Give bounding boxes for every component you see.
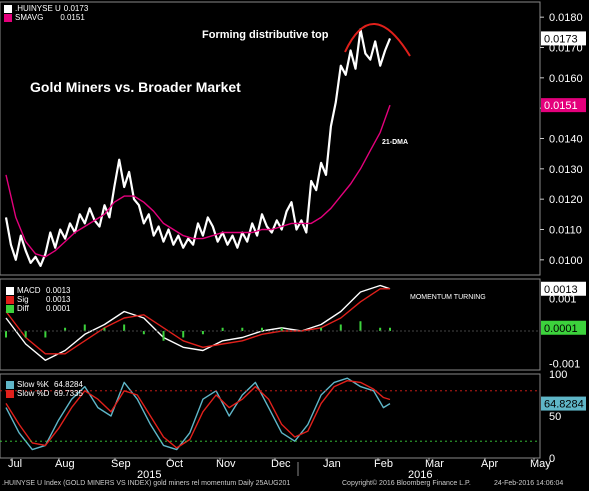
x-tick-label-month: Jan bbox=[323, 458, 341, 470]
series-line-smavg bbox=[5, 104, 391, 258]
price-legend: .HUINYSE U 0.0173 SMAVG 0.0151 bbox=[4, 4, 88, 22]
last-value-smavg: 0.0151 bbox=[544, 100, 578, 112]
axes bbox=[0, 16, 544, 476]
panel-frame-stoch bbox=[0, 373, 541, 459]
chart-title: Gold Miners vs. Broader Market bbox=[30, 79, 241, 95]
last-value-diff: 0.0001 bbox=[544, 323, 578, 335]
legend-value: 69.7335 bbox=[54, 389, 83, 398]
y-tick-label: 0.0160 bbox=[549, 73, 583, 85]
legend-swatch bbox=[6, 380, 14, 389]
series-line-sig bbox=[5, 288, 390, 355]
legend-item-huinyse: .HUINYSE U 0.0173 bbox=[4, 4, 88, 13]
series-line-slow-k bbox=[5, 377, 391, 451]
legend-value: 0.0151 bbox=[60, 13, 85, 22]
y-tick-label: 100 bbox=[549, 369, 567, 381]
stochastic-panel bbox=[5, 377, 391, 451]
last-value-huinyse-bg bbox=[541, 31, 586, 46]
legend-value: 0.0173 bbox=[63, 4, 89, 13]
x-tick-label-year: 2016 bbox=[408, 469, 432, 481]
legend-item-sig: Sig 0.0013 bbox=[6, 295, 70, 304]
panel-frame-macd bbox=[0, 278, 541, 371]
y-tick-label: 0.0120 bbox=[549, 194, 583, 206]
legend-item-smavg: SMAVG 0.0151 bbox=[4, 13, 88, 22]
x-tick-label-month: Apr bbox=[481, 458, 498, 470]
legend-label: Slow %D bbox=[17, 389, 50, 398]
legend-label: .HUINYSE U bbox=[15, 4, 61, 13]
legend-label: Diff bbox=[17, 304, 29, 313]
legend-swatch bbox=[6, 295, 14, 304]
y-tick-label: 50 bbox=[549, 411, 561, 423]
x-tick-label-month: Dec bbox=[271, 458, 291, 470]
legend-swatch bbox=[4, 13, 12, 22]
series-line--huinyse-u bbox=[4, 28, 392, 267]
legend-item-macd: MACD 0.0013 bbox=[6, 286, 70, 295]
chart-labels: 0.01000.01100.01200.01300.01400.01500.01… bbox=[8, 12, 586, 481]
x-tick-label-month: Aug bbox=[55, 458, 75, 470]
legend-swatch bbox=[6, 389, 14, 398]
macd-legend: MACD 0.0013 Sig 0.0013 Diff 0.0001 bbox=[6, 286, 70, 313]
legend-label: SMAVG bbox=[15, 13, 44, 22]
annotation-distributive-top: Forming distributive top bbox=[202, 29, 329, 41]
last-value-diff-bg bbox=[541, 320, 586, 335]
legend-value: 0.0013 bbox=[46, 295, 71, 304]
x-tick-label-month: Oct bbox=[166, 458, 183, 470]
series-line-slow-d bbox=[5, 380, 391, 449]
y-tick-label: 0.0140 bbox=[549, 134, 583, 146]
panel-frame-price bbox=[0, 1, 541, 276]
footer-security: .HUINYSE U Index (GOLD MINERS VS INDEX) … bbox=[2, 480, 291, 487]
y-tick-label: 0.0110 bbox=[549, 225, 582, 237]
legend-value: 0.0013 bbox=[46, 286, 71, 295]
macd-panel bbox=[5, 284, 391, 361]
x-tick-label-year: 2015 bbox=[137, 469, 161, 481]
legend-value: 64.8284 bbox=[54, 380, 83, 389]
footer: .HUINYSE U Index (GOLD MINERS VS INDEX) … bbox=[0, 480, 589, 491]
x-tick-label-month: Feb bbox=[374, 458, 393, 470]
price-panel bbox=[4, 28, 392, 267]
legend-item-diff: Diff 0.0001 bbox=[6, 304, 70, 313]
legend-item-slow-d: Slow %D 69.7335 bbox=[6, 389, 83, 398]
x-tick-label-month: Sep bbox=[111, 458, 131, 470]
series-line-macd bbox=[5, 284, 391, 361]
last-value-macd: 0.0013 bbox=[544, 284, 578, 296]
y-tick-label: 0.0180 bbox=[549, 12, 583, 24]
last-value-macd-bg bbox=[541, 281, 586, 296]
legend-label: Slow %K bbox=[17, 380, 50, 389]
legend-swatch bbox=[6, 286, 14, 295]
annotation-momentum-turning: MOMENTUM TURNING bbox=[410, 294, 486, 301]
legend-swatch bbox=[4, 4, 12, 13]
last-value-slow-k: 64.8284 bbox=[544, 399, 584, 411]
y-tick-label: 0.001 bbox=[549, 294, 577, 306]
y-tick-label: 0 bbox=[549, 453, 555, 465]
y-tick-label: 0.0100 bbox=[549, 255, 583, 267]
last-value-slow-k-bg bbox=[541, 396, 586, 411]
x-tick-label-month: Jul bbox=[8, 458, 22, 470]
x-tick-label-month: Mar bbox=[425, 458, 444, 470]
last-value-huinyse: 0.0173 bbox=[544, 33, 578, 45]
x-tick-label-month: May bbox=[530, 458, 551, 470]
legend-label: Sig bbox=[17, 295, 29, 304]
legend-swatch bbox=[6, 304, 14, 313]
y-tick-label: 0.0170 bbox=[549, 43, 583, 55]
legend-label: MACD bbox=[17, 286, 41, 295]
legend-item-slow-k: Slow %K 64.8284 bbox=[6, 380, 83, 389]
x-tick-label-month: Nov bbox=[216, 458, 236, 470]
last-value-smavg-bg bbox=[541, 98, 586, 113]
footer-copyright: Copyright© 2016 Bloomberg Finance L.P. bbox=[342, 480, 471, 487]
annotation-21dma: 21-DMA bbox=[382, 139, 408, 146]
y-tick-label: 0.0130 bbox=[549, 164, 583, 176]
stoch-legend: Slow %K 64.8284 Slow %D 69.7335 bbox=[6, 380, 83, 398]
y-tick-label: -0.001 bbox=[549, 359, 580, 371]
distributive-top-arc bbox=[344, 23, 411, 57]
footer-timestamp: 24-Feb-2016 14:06:04 bbox=[494, 480, 564, 487]
legend-value: 0.0001 bbox=[46, 304, 71, 313]
